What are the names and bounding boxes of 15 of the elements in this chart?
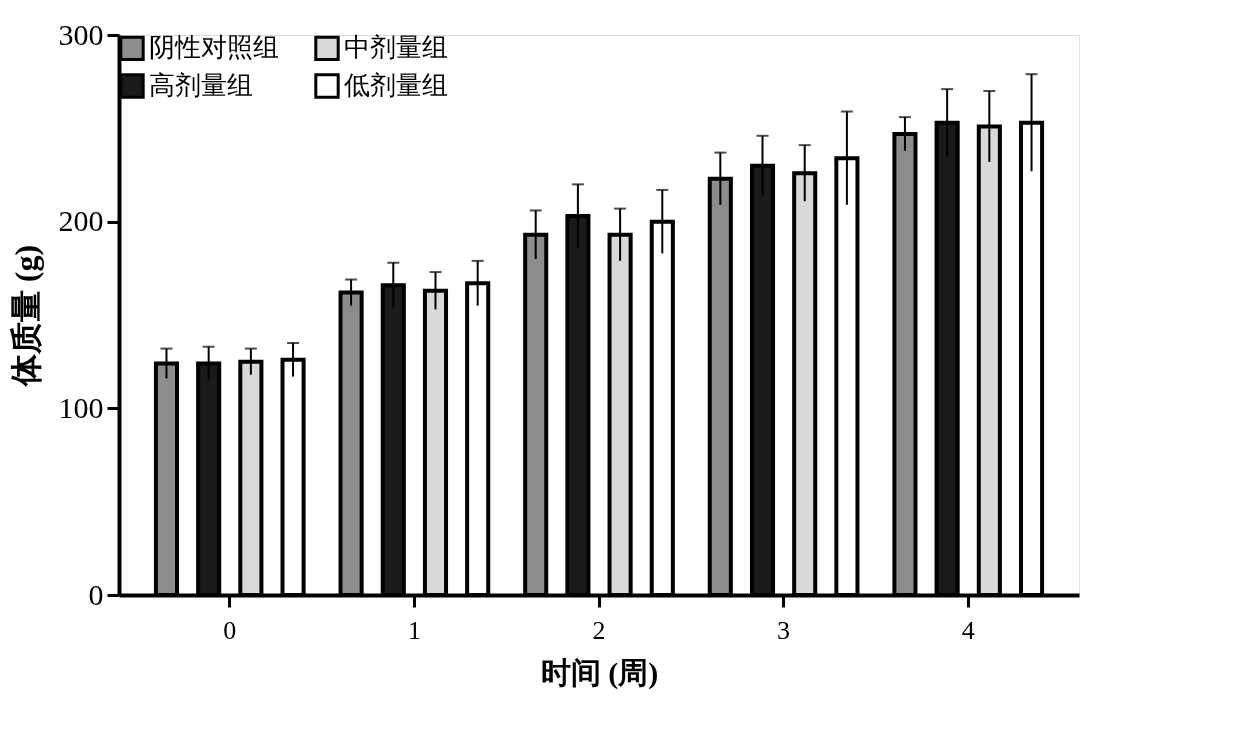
x-tick-label: 4 [961, 615, 975, 645]
y-tick-label: 300 [58, 17, 104, 51]
x-tick-label: 2 [592, 615, 606, 645]
y-tick-label: 0 [88, 577, 104, 611]
legend-label: 低剂量组 [344, 71, 448, 100]
x-axis-title: 时间 (周) [540, 655, 659, 690]
y-axis-title: 体质量 (g) [7, 244, 44, 388]
x-tick-label: 0 [223, 615, 237, 645]
y-tick-label: 100 [58, 390, 104, 424]
y-tick-label: 200 [58, 204, 104, 238]
legend-label: 中剂量组 [344, 33, 448, 63]
x-tick-label: 3 [777, 615, 791, 645]
legend-label: 阴性对照组 [149, 33, 279, 63]
legend-label: 高剂量组 [149, 71, 253, 100]
x-tick-label: 1 [407, 615, 421, 645]
